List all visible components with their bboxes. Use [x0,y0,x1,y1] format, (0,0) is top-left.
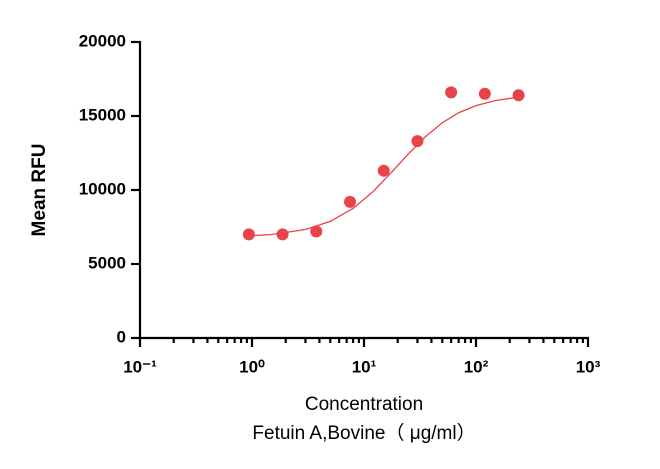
data-point [478,87,491,100]
x-axis-title: Concentration [305,394,423,415]
x-axis-subtitle: Fetuin A,Bovine（ μg/ml） [252,422,475,444]
data-point [512,89,525,102]
y-tick-label: 10000 [79,179,126,198]
data-point [377,164,390,177]
data-point [242,228,255,241]
y-tick-label: 5000 [88,253,126,272]
x-tick-label: 10³ [576,357,601,376]
y-tick-label: 20000 [79,31,126,50]
data-point [344,195,357,208]
x-tick-label: 10² [464,357,489,376]
x-tick-label: 10⁻¹ [123,357,157,376]
x-tick-label: 10¹ [352,357,377,376]
y-tick-label: 15000 [79,105,126,124]
y-tick-label: 0 [117,327,126,346]
data-point [276,228,289,241]
data-point [310,225,323,238]
x-tick-label: 10⁰ [239,357,265,376]
fit-curve [246,96,519,237]
data-point [411,135,424,148]
data-point [445,86,458,99]
y-axis-title: Mean RFU [29,144,50,237]
